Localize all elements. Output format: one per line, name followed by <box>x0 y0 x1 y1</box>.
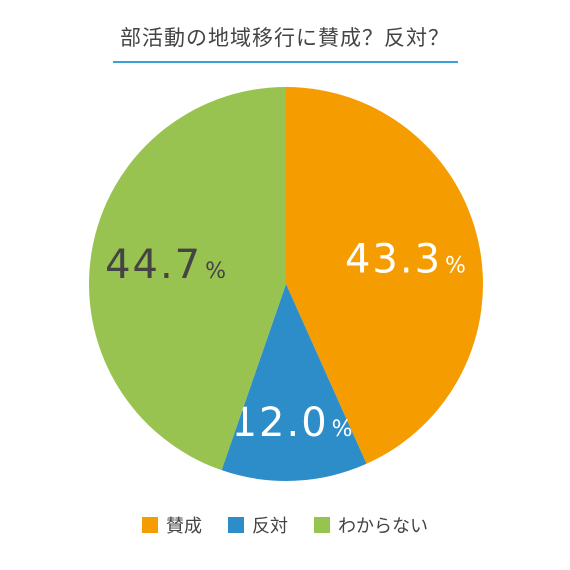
legend-swatch-oppose <box>228 517 244 533</box>
legend: 賛成 反対 わからない <box>0 512 570 538</box>
legend-swatch-unsure <box>314 517 330 533</box>
pie-slice-unsure <box>88 87 287 471</box>
pie-slice-oppose <box>221 284 367 481</box>
chart-title: 部活動の地域移行に賛成？反対？ <box>120 26 450 50</box>
legend-item-oppose: 反対 <box>228 512 288 538</box>
pie-label-agree: 43.3% <box>345 236 466 282</box>
legend-label-agree: 賛成 <box>166 516 202 537</box>
legend-item-unsure: わからない <box>314 512 428 538</box>
title-underline <box>113 61 458 63</box>
pie-label-unsure: 44.7% <box>105 242 226 288</box>
pie-label-oppose: 12.0% <box>232 400 353 446</box>
pie-slice-agree <box>286 87 483 464</box>
legend-item-agree: 賛成 <box>142 512 202 538</box>
legend-label-oppose: 反対 <box>252 516 288 537</box>
legend-label-unsure: わからない <box>338 516 428 537</box>
legend-swatch-agree <box>142 517 158 533</box>
